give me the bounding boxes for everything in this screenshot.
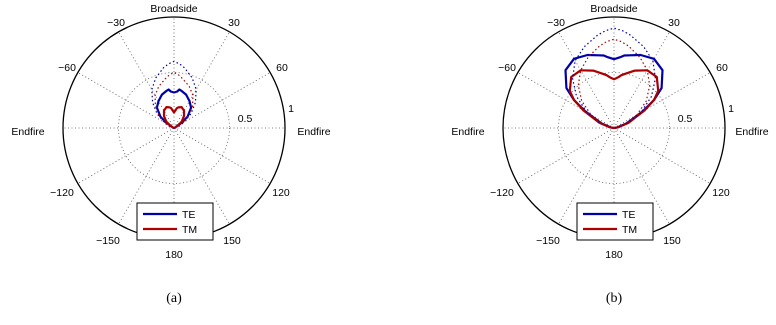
polar-chart-b: Broadside Endfire Endfire −30 30 −60 60 … [451, 3, 768, 306]
polar-chart-a: Broadside Endfire Endfire −30 30 −60 60 … [11, 3, 330, 306]
angle-tick-30: 30 [228, 17, 240, 29]
angle-tick-m60: −60 [498, 62, 516, 74]
radial-tick-one: 1 [288, 103, 294, 115]
gridline-150 [173, 127, 230, 225]
legend-label-te: TE [622, 209, 635, 221]
gridline-m150 [118, 127, 175, 225]
series-line-te [155, 88, 193, 130]
gridline-m120 [77, 127, 175, 184]
legend-label-tm: TM [622, 224, 637, 236]
angle-tick-120: 120 [272, 187, 290, 199]
gridline-m30 [558, 31, 615, 129]
angle-tick-m120: −120 [50, 187, 74, 199]
series-line-aux-2 [151, 60, 197, 129]
series-line-tm [568, 69, 660, 130]
direction-label-left: Endfire [11, 126, 44, 138]
direction-label-top: Broadside [150, 3, 197, 15]
legend-box [136, 202, 214, 241]
angle-tick-60: 60 [716, 62, 728, 74]
gridline-30 [173, 31, 230, 129]
angle-tick-150: 150 [223, 235, 241, 247]
gridline-30 [613, 31, 670, 129]
angle-tick-180: 180 [605, 249, 623, 261]
angle-tick-m30: −30 [547, 17, 565, 29]
radial-gridline-half [118, 72, 230, 184]
angle-tick-m30: −30 [107, 17, 125, 29]
radial-tick-one: 1 [728, 103, 734, 115]
gridline-m60 [77, 72, 175, 129]
legend-label-tm: TM [182, 224, 197, 236]
gridline-m60 [517, 72, 615, 129]
gridline-60 [173, 72, 271, 129]
gridline-120 [613, 127, 711, 184]
direction-label-left: Endfire [451, 126, 484, 138]
series-layer-a [151, 60, 197, 130]
angle-tick-180: 180 [165, 249, 183, 261]
series-layer-b [564, 27, 664, 130]
angle-tick-m150: −150 [96, 235, 120, 247]
angle-tick-m60: −60 [58, 62, 76, 74]
series-line-aux-3 [577, 38, 651, 129]
radial-tick-half: 0.5 [678, 113, 693, 125]
gridline-120 [173, 127, 271, 184]
gridline-60 [613, 72, 711, 129]
angle-tick-m120: −120 [490, 187, 514, 199]
gridline-150 [613, 127, 670, 225]
direction-label-right: Endfire [297, 126, 330, 138]
legend-b: TE TM [576, 202, 654, 241]
angle-tick-30: 30 [668, 17, 680, 29]
direction-label-right: Endfire [735, 126, 768, 138]
legend-a: TE TM [136, 202, 214, 241]
legend-box [576, 202, 654, 241]
radial-gridline-half [558, 72, 670, 184]
angle-tick-m150: −150 [536, 235, 560, 247]
series-line-aux-2 [572, 27, 656, 129]
series-line-tm [162, 106, 186, 130]
direction-label-top: Broadside [590, 3, 637, 15]
gridline-m150 [558, 127, 615, 225]
angle-tick-120: 120 [712, 187, 730, 199]
legend-label-te: TE [182, 209, 195, 221]
radial-tick-half: 0.5 [238, 113, 253, 125]
panel-caption-a: (a) [166, 291, 182, 306]
angle-tick-150: 150 [663, 235, 681, 247]
angle-tick-60: 60 [276, 62, 288, 74]
angular-gridlines [503, 17, 725, 239]
gridline-m120 [517, 127, 615, 184]
panel-caption-b: (b) [606, 291, 623, 306]
series-line-aux-3 [154, 71, 194, 129]
gridline-m30 [118, 31, 175, 129]
